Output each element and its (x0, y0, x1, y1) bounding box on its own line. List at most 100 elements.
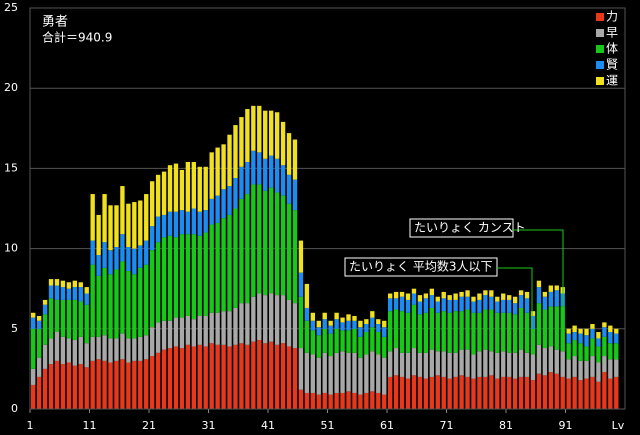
bar-segment (429, 295, 434, 308)
x-tick-label: 51 (321, 419, 335, 432)
bar-segment (376, 323, 381, 333)
bar-segment (465, 309, 470, 350)
bar-segment (382, 327, 387, 337)
bar-segment (334, 328, 339, 353)
bar-segment (215, 344, 220, 409)
bar-segment (60, 287, 66, 300)
bar-segment (602, 356, 607, 373)
bar-segment (197, 315, 202, 345)
bar-segment (423, 378, 429, 409)
bar-segment (304, 392, 310, 409)
bar-segment (435, 351, 440, 376)
bar-segment (322, 312, 327, 320)
bar-segment (572, 376, 577, 409)
bar-segment (155, 174, 161, 217)
x-axis-label: Lv (612, 419, 625, 432)
bar-segment (114, 246, 119, 270)
annotation: たいりょく 平均数3人以下 (349, 259, 492, 274)
x-tick-label: 21 (142, 419, 156, 432)
bar-segment (185, 211, 191, 235)
bar-segment (78, 301, 83, 337)
bar-segment (358, 327, 363, 337)
bar-segment (554, 306, 559, 350)
bar-segment (310, 354, 315, 393)
bar-segment (358, 357, 363, 395)
bar-segment (54, 299, 60, 333)
bar-segment (548, 346, 553, 373)
bar-segment (48, 338, 54, 365)
bar-segment (292, 303, 298, 349)
bar-segment (447, 352, 452, 379)
y-tick-label: 25 (4, 1, 18, 14)
bar-segment (322, 328, 327, 353)
bar-segment (512, 378, 518, 409)
bar-segment (495, 296, 500, 302)
bar-segment (304, 307, 310, 321)
bar-segment (132, 274, 137, 339)
bar-segment (185, 234, 191, 316)
bar-segment (382, 394, 387, 409)
bar-segment (54, 285, 60, 300)
bar-segment (328, 394, 333, 409)
bar-segment (388, 376, 393, 409)
bar-segment (554, 349, 559, 374)
bar-segment (584, 335, 589, 347)
y-tick-label: 15 (4, 161, 18, 174)
bar-segment (209, 152, 214, 199)
bar-segment (227, 186, 232, 215)
bar-segment (328, 333, 333, 357)
bar-segment (447, 299, 452, 313)
bar-segment (209, 198, 214, 225)
bar-segment (78, 336, 83, 365)
bar-segment (179, 234, 185, 318)
bar-segment (346, 352, 351, 392)
bar-segment (518, 349, 524, 377)
bar-segment (274, 295, 280, 345)
bar-segment (512, 352, 518, 379)
bar-segment (221, 144, 226, 190)
bar-segment (263, 190, 268, 296)
bar-segment (536, 303, 542, 345)
bar-segment (370, 351, 375, 392)
bar-segment (31, 368, 36, 385)
bar-segment (453, 352, 458, 377)
bar-segment (340, 392, 345, 409)
bar-segment (316, 320, 321, 328)
bar-segment (42, 299, 48, 305)
bar-segment (227, 134, 232, 187)
bar-segment (364, 332, 369, 355)
legend-label: 早 (606, 26, 618, 40)
bar-segment (31, 317, 36, 329)
bar-segment (322, 319, 327, 329)
bar-segment (280, 195, 286, 296)
bar-segment (36, 315, 42, 321)
bar-segment (316, 394, 321, 409)
bar-segment (42, 368, 48, 409)
bar-segment (507, 295, 512, 300)
bar-segment (548, 285, 553, 292)
bar-segment (126, 203, 131, 247)
bar-segment (120, 186, 125, 235)
x-tick-label: 11 (83, 419, 97, 432)
annotation: たいりょく カンスト (414, 221, 526, 235)
bar-segment (90, 336, 95, 361)
bar-segment (114, 205, 119, 247)
bar-segment (60, 336, 66, 365)
bar-segment (495, 312, 500, 353)
bar-segment (489, 309, 494, 352)
chart-title: 勇者 (42, 15, 68, 30)
bar-segment (489, 375, 494, 409)
bar-segment (358, 320, 363, 328)
bar-segment (132, 360, 137, 409)
bar-segment (102, 194, 107, 243)
bar-segment (72, 280, 77, 288)
bar-segment (96, 255, 101, 276)
bar-segment (251, 150, 256, 185)
bar-segment (126, 362, 131, 409)
bar-segment (173, 237, 179, 318)
bar-segment (542, 296, 548, 310)
x-tick-label: 31 (202, 419, 216, 432)
bar-segment (554, 373, 559, 409)
bar-segment (614, 359, 619, 377)
